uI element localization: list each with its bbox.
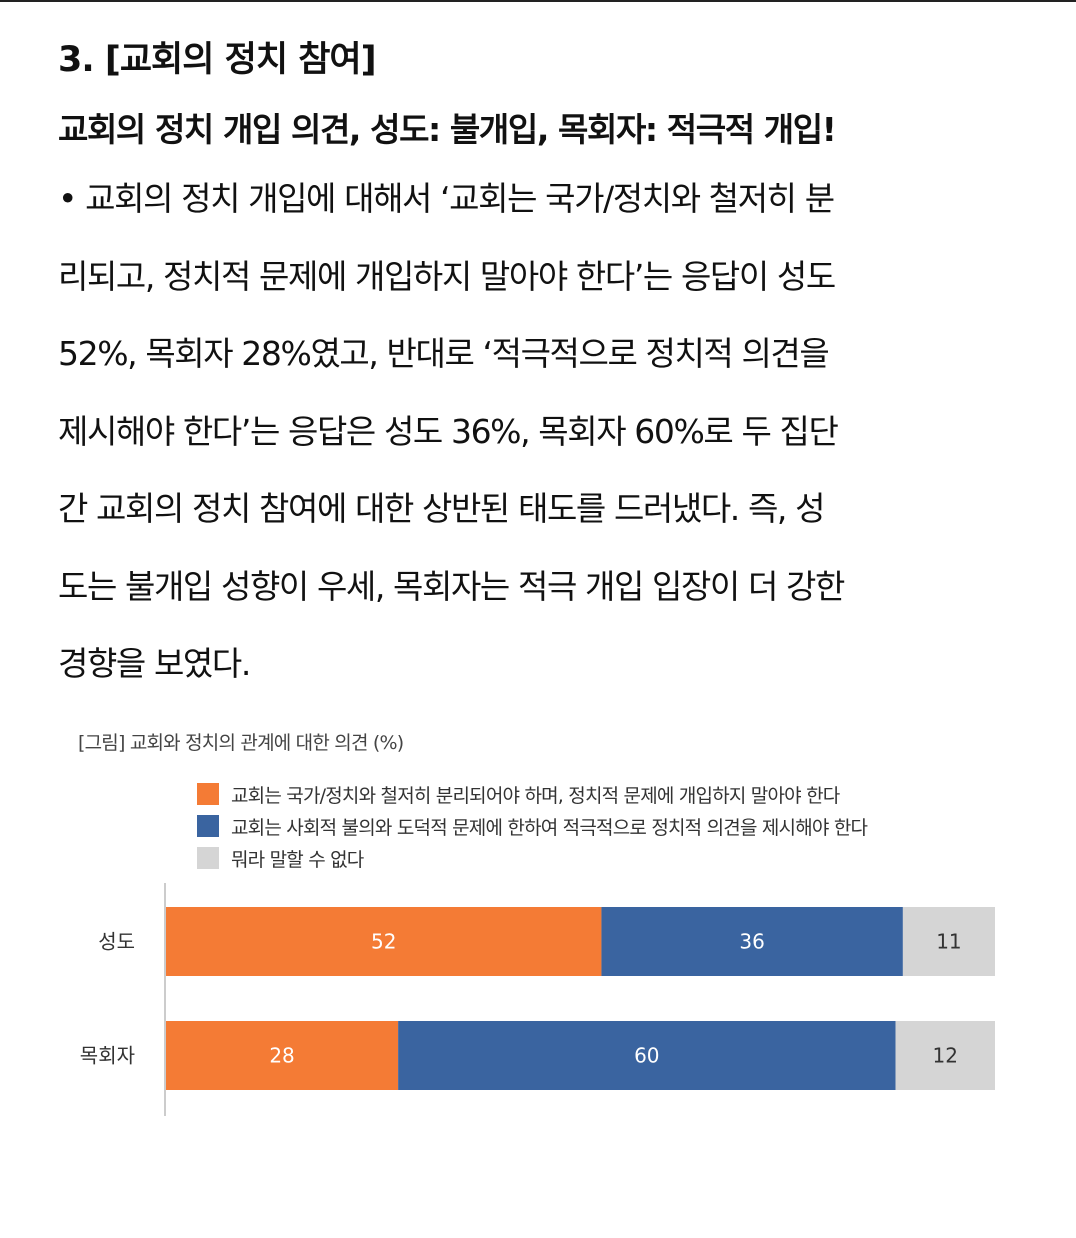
stacked-bar-chart: [그림] 교회와 정치의 관계에 대한 의견 (%) 교회는 국가/정치와 철저… bbox=[0, 720, 1076, 1140]
body-line: 제시해야 한다’는 응답은 성도 36%, 목회자 60%로 두 집단 bbox=[58, 411, 839, 451]
headline: 교회의 정치 개입 의견, 성도: 불개입, 목회자: 적극적 개입! bbox=[58, 110, 837, 149]
bar-segment bbox=[601, 907, 903, 976]
category-label: 성도 bbox=[98, 930, 135, 954]
body-paragraph: • 교회의 정치 개입에 대해서 ‘교회는 국가/정치와 철저히 분 리되고, … bbox=[58, 160, 1018, 703]
body-line: 도는 불개입 성향이 우세, 목회자는 적극 개입 입장이 더 강한 bbox=[58, 566, 845, 606]
section-title: 3. [교회의 정치 참여] bbox=[58, 40, 377, 80]
legend-swatch bbox=[197, 783, 219, 805]
chart-plot: 성도 52 36 11 목회자 28 60 12 bbox=[80, 883, 995, 1116]
legend-swatch bbox=[197, 847, 219, 869]
chart-legend: 교회는 국가/정치와 철저히 분리되어야 하며, 정치적 문제에 개입하지 말아… bbox=[197, 778, 868, 874]
data-label: 12 bbox=[933, 1044, 958, 1068]
bar-segment bbox=[902, 907, 995, 976]
chart-title: [그림] 교회와 정치의 관계에 대한 의견 (%) bbox=[78, 732, 404, 754]
body-line: 간 교회의 정치 참여에 대한 상반된 태도를 드러냈다. 즉, 성 bbox=[58, 489, 825, 528]
body-line: 경향을 보였다. bbox=[58, 644, 251, 683]
legend-item: 교회는 국가/정치와 철저히 분리되어야 하며, 정치적 문제에 개입하지 말아… bbox=[197, 778, 867, 810]
data-label: 11 bbox=[936, 930, 961, 954]
legend-item: 교회는 사회적 불의와 도덕적 문제에 한하여 적극적으로 정치적 의견을 제시… bbox=[197, 810, 868, 842]
legend-swatch bbox=[197, 815, 219, 837]
top-divider bbox=[0, 0, 1076, 2]
category-label: 목회자 bbox=[80, 1044, 135, 1068]
article: 3. [교회의 정치 참여] 교회의 정치 개입 의견, 성도: 불개입, 목회… bbox=[58, 30, 1048, 703]
bar-segment bbox=[166, 907, 602, 976]
data-label: 28 bbox=[269, 1044, 294, 1068]
bar-segment bbox=[398, 1021, 896, 1090]
body-line: 리되고, 정치적 문제에 개입하지 말아야 한다’는 응답이 성도 bbox=[58, 256, 836, 296]
bar-segment bbox=[895, 1021, 995, 1090]
data-label: 52 bbox=[371, 930, 396, 954]
data-label: 36 bbox=[739, 930, 764, 954]
legend-label: 교회는 국가/정치와 철저히 분리되어야 하며, 정치적 문제에 개입하지 말아… bbox=[231, 784, 840, 807]
legend-label: 뭐라 말할 수 없다 bbox=[231, 848, 364, 871]
bar-segment bbox=[166, 1021, 399, 1090]
body-line: 52%, 목회자 28%였고, 반대로 ‘적극적으로 정치적 의견을 bbox=[58, 334, 830, 373]
legend-label: 교회는 사회적 불의와 도덕적 문제에 한하여 적극적으로 정치적 의견을 제시… bbox=[231, 816, 868, 839]
body-line: • 교회의 정치 개입에 대해서 ‘교회는 국가/정치와 철저히 분 bbox=[58, 179, 835, 218]
legend-item: 뭐라 말할 수 없다 bbox=[197, 842, 867, 874]
data-label: 60 bbox=[634, 1044, 659, 1068]
